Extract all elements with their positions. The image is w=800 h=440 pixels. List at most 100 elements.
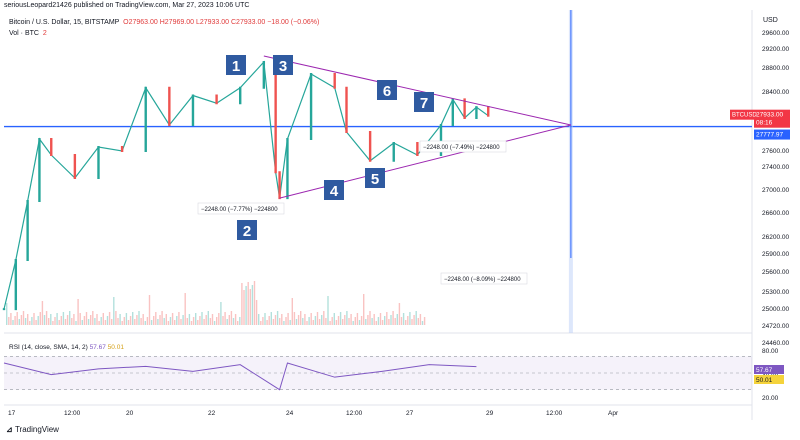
volume-bar [201,312,203,325]
volume-bar [113,297,115,325]
volume-bar [300,311,302,325]
publisher-line: seriousLeopard21426 published on Trading… [4,2,250,9]
x-tick-label: 17 [8,410,16,417]
volume-bar [37,316,39,325]
volume-bar [96,314,98,325]
volume-bar [45,311,48,325]
volume-bar [211,314,214,325]
volume-bar [39,312,41,325]
volume-bar [384,316,386,325]
volume-label[interactable]: Vol · BTC [9,30,39,37]
volume-bar [157,319,159,325]
volume-bar [325,318,327,325]
volume-bar [371,318,373,325]
candle-body [2,308,6,311]
volume-bar [144,321,146,325]
volume-bar [77,299,79,325]
chart-legend: Bitcoin / U.S. Dollar, 15, BITSTAMP O279… [9,17,319,39]
marker-label: 2 [243,223,251,240]
marker-label: 4 [330,183,339,200]
volume-bar [339,312,342,325]
volume-bar [251,285,254,325]
footer-brand: TradingView [14,425,59,434]
marker-box [377,80,397,100]
candle-body [38,138,41,202]
volume-bar [155,312,157,325]
volume-bar [125,313,128,325]
volume-bar [205,315,207,325]
rsi-line [3,362,477,391]
candle-body [262,61,266,89]
volume-bar [274,315,277,325]
volume-bar [102,313,104,325]
volume-bar [73,314,75,325]
volume-bar [92,311,94,325]
volume-bar [243,290,245,325]
volume-value: 2 [42,30,47,37]
rsi-label[interactable]: RSI (14, close, SMA, 14, 2) [9,344,88,351]
price-line [3,60,489,310]
y-tick-label: 24460.00 [762,340,789,347]
volume-bar [50,314,52,325]
y-tick-label: 24720.00 [762,323,789,330]
volume-bar [316,312,319,325]
candle-body [168,86,171,126]
volume-bar [48,318,50,325]
volume-bar [306,321,308,325]
volume-bar [167,321,170,325]
volume-bar [69,311,71,325]
volume-bar [260,321,262,325]
change-value: −18.00 (−0.06%) [267,19,320,26]
volume-bar [52,321,54,325]
volume-bar [302,318,304,325]
volume-bar [327,296,329,325]
volume-bar [224,312,226,325]
volume-bar [94,318,96,325]
symbol-label: BTCUSD [732,113,757,119]
x-tick-label: 12:00 [346,410,363,417]
marker-label: 6 [383,83,391,100]
triangle-lower-line [279,124,572,199]
volume-bar [379,313,382,325]
candle-body [487,106,490,117]
volume-bar [136,315,138,325]
last-price-tag [754,109,790,128]
candle-body [73,154,77,179]
symbol-title[interactable]: Bitcoin / U.S. Dollar, 15, BITSTAMP [9,19,120,26]
volume-bar [381,320,384,325]
volume-bar [75,321,77,325]
annotation-box [440,272,528,285]
volume-bar [409,312,411,325]
volume-bar [178,312,180,325]
symbol-tag [730,109,754,120]
volume-bar [369,311,371,325]
volume-bar [18,319,20,325]
candle-body [439,124,443,156]
rsi-tick-label: 20.00 [762,395,779,402]
volume-bar [8,317,10,325]
volume-bar [287,313,289,325]
volume-bar [419,314,422,325]
volume-bar [394,318,396,325]
candle-body [26,200,29,261]
volume-bar [119,314,121,325]
volume-bar [344,315,346,325]
candle-body [333,73,336,89]
tradingview-logo[interactable]: ⊿ TradingView [6,425,59,434]
volume-bar [182,315,184,325]
volume-bar [163,318,165,325]
volume-bar [375,321,377,325]
marker-label: 1 [232,58,240,75]
volume-bar [62,312,65,325]
volume-bar [111,319,113,325]
volume-bar [6,303,8,325]
volume-bar [268,316,270,325]
volume-bar [318,319,321,325]
volume-bar [216,317,218,325]
annotation-text: −2248.00 (−8.09%) −224800 [444,277,521,283]
y-tick-label: 25000.00 [762,306,789,313]
volume-bar [310,313,312,325]
volume-bar [270,312,272,325]
volume-bar [304,314,306,325]
